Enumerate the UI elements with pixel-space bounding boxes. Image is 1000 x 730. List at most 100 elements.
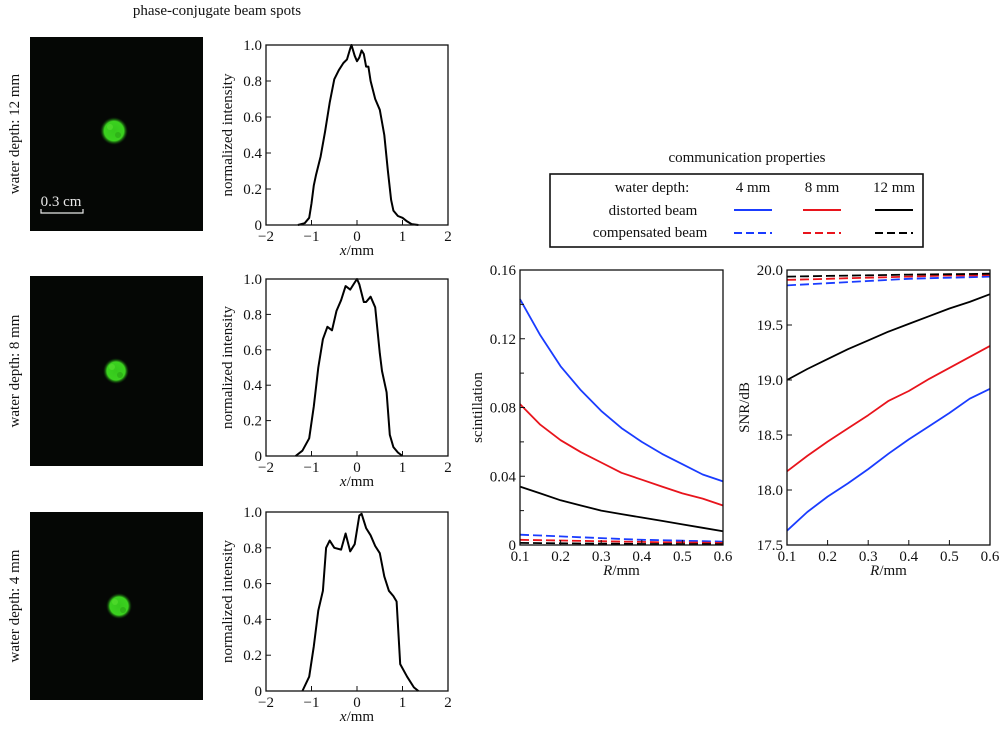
- series-line-compensated-12-mm: [786, 272, 991, 278]
- y-tick-label: 20.0: [757, 263, 783, 279]
- profile-chart-12mm: −2 −1 0 1 2 0 0.2 0.4 0.6 0.8 1.0 x/mm normalized in…: [220, 38, 452, 259]
- y-tick-label: 0.4: [243, 146, 262, 162]
- x-tick-label: 1: [399, 229, 407, 245]
- legend-column-8mm: 8 mm: [805, 180, 840, 196]
- y-tick-label: 0: [255, 218, 263, 234]
- y-tick-label: 0.16: [490, 263, 517, 279]
- x-tick-label: 1: [399, 695, 407, 711]
- y-tick-label: 1.0: [243, 272, 262, 288]
- x-tick-label: 0.6: [981, 549, 1000, 565]
- series-line-profile: [301, 512, 420, 692]
- x-tick-label: 0: [353, 460, 361, 476]
- beam-spot-image-8mm: [30, 276, 203, 466]
- row-label-8mm: water depth: 8 mm: [7, 314, 23, 427]
- y-tick-label: 0.4: [243, 612, 262, 628]
- plot-frame: [265, 511, 449, 692]
- profile-chart-4mm: −2 −1 0 1 2 0 0.2 0.4 0.6 0.8 1.0 x/mm normalized in…: [220, 505, 452, 725]
- y-tick-label: 19.0: [757, 373, 783, 389]
- x-axis-label: x/mm: [339, 243, 375, 259]
- x-tick-label: 1: [399, 460, 407, 476]
- series-group: [297, 44, 419, 226]
- x-axis-label: x/mm: [339, 709, 375, 725]
- y-tick-label: 0.2: [243, 648, 262, 664]
- x-tick-label: −2: [258, 229, 274, 245]
- y-tick-label: 19.5: [757, 318, 783, 334]
- series-group: [301, 512, 420, 692]
- y-tick-label: 0.8: [243, 541, 262, 557]
- y-axis-label: normalized intensity: [220, 73, 236, 196]
- series-group: [294, 278, 404, 457]
- y-tick-label: 0.6: [243, 577, 262, 593]
- x-tick-label: 2: [444, 460, 452, 476]
- y-tick-label: 0.2: [243, 182, 262, 198]
- y-tick-label: 17.5: [757, 538, 783, 554]
- series-line-compensated-4-mm: [786, 275, 991, 287]
- legend-column-12mm: 12 mm: [873, 180, 915, 196]
- y-tick-label: 18.0: [757, 483, 783, 499]
- y-tick-label: 0.04: [490, 469, 517, 485]
- x-tick-label: 2: [444, 695, 452, 711]
- beam-spot: [103, 358, 129, 384]
- beam-spot: [100, 117, 128, 145]
- x-tick-label: 0: [353, 229, 361, 245]
- y-tick-label: 0: [509, 538, 517, 554]
- legend: water depth: 4 mm 8 mm 12 mm distorted b…: [549, 173, 924, 248]
- series-line-distorted-12-mm: [519, 485, 724, 533]
- y-tick-label: 0.08: [490, 401, 516, 417]
- series-line-compensated-4-mm: [519, 533, 724, 543]
- snr-chart: 0.1 0.2 0.3 0.4 0.5 0.6 17.5 18.0 18.5 19.0 19.5 20…: [737, 263, 1000, 579]
- profile-chart-8mm: −2 −1 0 1 2 0 0.2 0.4 0.6 0.8 1.0 x/mm normalized in…: [220, 272, 452, 490]
- row-label-12mm: water depth: 12 mm: [7, 73, 23, 194]
- x-axis-label: R/mm: [602, 563, 640, 579]
- series-line-distorted-4-mm: [519, 298, 724, 483]
- x-tick-label: 0.2: [551, 549, 570, 565]
- left-panel-title: phase-conjugate beam spots: [133, 3, 301, 19]
- series-line-distorted-12-mm: [786, 293, 991, 381]
- x-tick-label: 0.1: [511, 549, 530, 565]
- x-tick-label: 0.3: [859, 549, 878, 565]
- plot-frame: [519, 269, 724, 546]
- x-tick-label: −2: [258, 460, 274, 476]
- row-label-4mm: water depth: 4 mm: [7, 549, 23, 662]
- plot-frame: [265, 278, 449, 457]
- y-tick-label: 0.4: [243, 378, 262, 394]
- series-line-distorted-8-mm: [786, 345, 991, 473]
- plot-frame: [786, 269, 991, 546]
- y-axis-label: SNR/dB: [737, 382, 753, 433]
- x-tick-label: −1: [304, 229, 320, 245]
- x-tick-label: 0: [353, 695, 361, 711]
- y-tick-label: 0: [255, 449, 263, 465]
- series-group: [786, 272, 991, 532]
- x-tick-label: −1: [304, 695, 320, 711]
- y-axis-label: normalized intensity: [220, 540, 236, 663]
- x-axis-label: x/mm: [339, 474, 375, 490]
- series-line-distorted-4-mm: [786, 387, 991, 532]
- y-tick-label: 0.2: [243, 414, 262, 430]
- series-line-compensated-12-mm: [519, 542, 724, 546]
- scale-bar: [40, 209, 84, 214]
- series-group: [519, 298, 724, 546]
- series-line-distorted-8-mm: [519, 403, 724, 507]
- x-tick-label: 0.2: [818, 549, 837, 565]
- y-tick-label: 0.8: [243, 74, 262, 90]
- series-line-compensated-8-mm: [519, 538, 724, 544]
- y-axis-label: normalized intensity: [220, 306, 236, 429]
- beam-spot-image-4mm: [30, 512, 203, 700]
- right-panel-title: communication properties: [668, 150, 825, 166]
- plot-frame: [265, 44, 449, 226]
- series-line-profile: [297, 44, 419, 226]
- x-tick-label: 0.1: [778, 549, 797, 565]
- y-tick-label: 1.0: [243, 505, 262, 521]
- x-tick-label: 0.5: [940, 549, 959, 565]
- y-tick-label: 0.8: [243, 307, 262, 323]
- y-axis-label: scintillation: [470, 372, 486, 443]
- x-tick-label: 2: [444, 229, 452, 245]
- series-line-compensated-8-mm: [786, 274, 991, 281]
- y-tick-label: 0.6: [243, 110, 262, 126]
- scintillation-chart: 0.1 0.2 0.3 0.4 0.5 0.6 0 0.04 0.08 0.12 0.16 R/mm s…: [470, 263, 733, 579]
- legend-row-distorted: distorted beam: [609, 203, 698, 219]
- x-tick-label: −2: [258, 695, 274, 711]
- y-tick-label: 1.0: [243, 38, 262, 54]
- y-tick-label: 0.6: [243, 343, 262, 359]
- y-tick-label: 0.12: [490, 332, 516, 348]
